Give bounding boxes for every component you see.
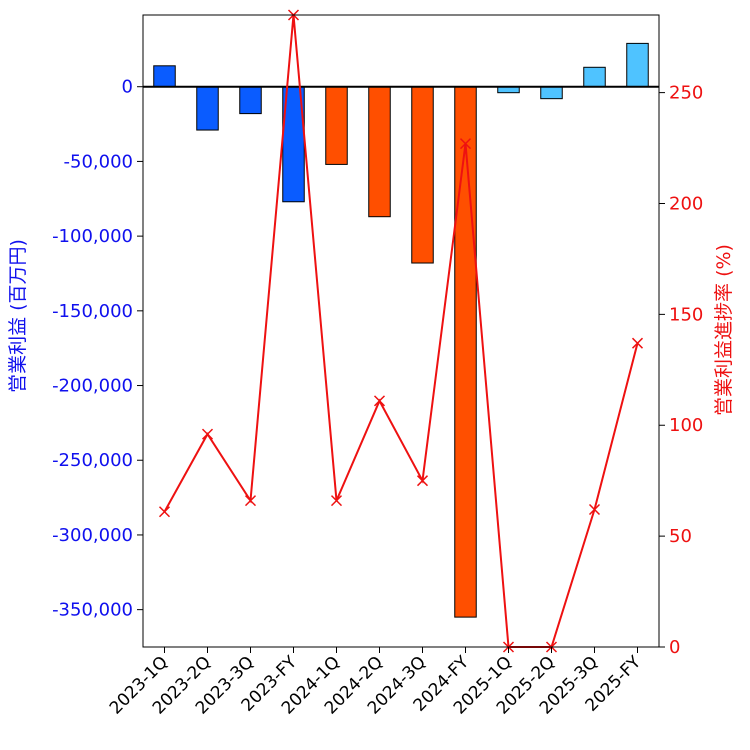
progress-rate-marker-2023-3Q — [244, 495, 257, 507]
right-tick-label: 150 — [669, 304, 703, 325]
progress-rate-marker-2023-1Q — [158, 506, 171, 518]
bar-2025-2Q — [540, 86, 563, 100]
progress-rate-marker-2025-3Q — [588, 503, 601, 516]
left-tick-label: -150,000 — [52, 301, 133, 322]
progress-rate-line — [163, 14, 639, 648]
right-tick-label: 0 — [669, 637, 680, 658]
right-tick-label: 200 — [669, 193, 703, 214]
bar-2023-3Q — [239, 86, 262, 115]
progress-rate-marker-2024-FY — [459, 138, 472, 150]
progress-rate-marker-2023-2Q — [201, 428, 214, 440]
bar-2024-2Q — [368, 86, 391, 218]
bar-2024-FY — [454, 86, 477, 618]
right-axis-ticks: 0 50 100 150 200 250 — [659, 83, 703, 658]
progress-rate-marker-2025-FY — [631, 337, 644, 349]
right-tick-label: 50 — [669, 526, 692, 547]
x-axis-ticks: 2023-1Q2023-2Q2023-3Q2023-FY2024-1Q2024-… — [106, 647, 645, 719]
bar-2024-3Q — [411, 86, 434, 264]
left-tick-label: -100,000 — [52, 226, 133, 247]
line-series-group — [158, 9, 644, 653]
bar-2024-1Q — [325, 86, 348, 165]
bar-group — [153, 42, 649, 618]
left-tick-label: -50,000 — [64, 151, 133, 172]
right-tick-label: 100 — [669, 415, 703, 436]
left-axis-label: 営業利益 (百万円) — [7, 239, 29, 393]
right-tick-label: 250 — [669, 83, 703, 104]
progress-rate-marker-2024-1Q — [330, 495, 343, 507]
bar-2025-3Q — [583, 66, 606, 88]
left-tick-label: -350,000 — [52, 600, 133, 621]
left-tick-label: 0 — [122, 77, 133, 98]
left-tick-label: -200,000 — [52, 376, 133, 397]
left-tick-label: -250,000 — [52, 450, 133, 471]
left-axis-ticks: 0 -50,000 -100,000 -150,000 -200,000 -250,000… — [52, 77, 143, 621]
progress-rate-marker-2024-2Q — [373, 395, 386, 407]
right-axis-label: 営業利益進捗率 (%) — [713, 244, 735, 416]
progress-rate-marker-2024-3Q — [416, 475, 429, 487]
bar-2023-1Q — [153, 65, 176, 88]
plot-frame — [142, 14, 660, 648]
bar-2023-2Q — [196, 86, 219, 131]
left-tick-label: -300,000 — [52, 525, 133, 546]
bar-2025-FY — [626, 42, 649, 88]
